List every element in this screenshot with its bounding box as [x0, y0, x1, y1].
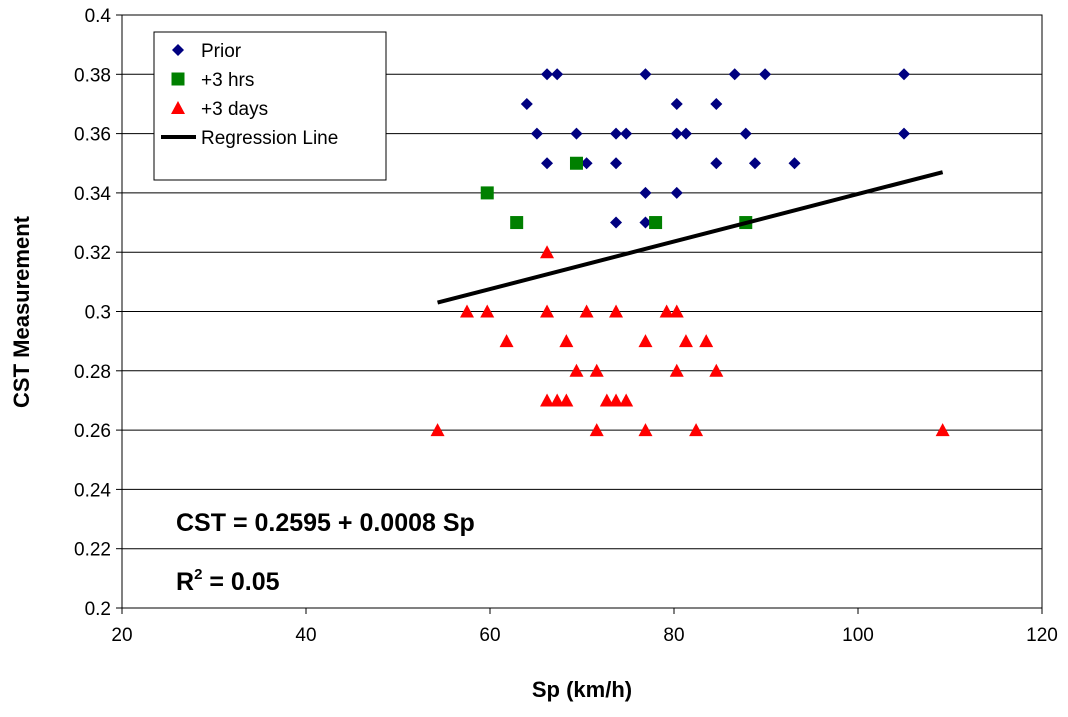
- legend-swatch-triangle: [171, 101, 185, 114]
- data-point-diamond: [898, 68, 910, 81]
- data-point-diamond: [541, 157, 554, 170]
- data-point-diamond: [788, 157, 801, 170]
- data-point-triangle: [659, 304, 674, 318]
- x-tick-label: 80: [663, 625, 684, 646]
- data-point-square: [480, 186, 494, 200]
- x-tick-label: 60: [479, 625, 500, 646]
- data-point-diamond: [670, 97, 683, 110]
- data-point-diamond: [670, 127, 683, 140]
- data-point-triangle: [709, 363, 724, 377]
- y-axis-ticks: 0.2 0.22 0.24 0.26 0.28 0.3 0.32 0.34 0.36 0.38 0.…: [74, 6, 122, 620]
- data-point-diamond: [570, 127, 583, 140]
- data-marks: [430, 68, 950, 437]
- x-tick-label: 40: [295, 625, 316, 646]
- data-point-triangle: [678, 334, 693, 348]
- data-point-diamond: [610, 127, 623, 140]
- data-point-diamond: [710, 97, 723, 110]
- data-point-triangle: [599, 393, 614, 407]
- data-point-diamond: [670, 186, 683, 199]
- x-axis-title: Sp (km/h): [532, 677, 632, 702]
- data-point-triangle: [559, 334, 574, 348]
- x-tick-label: 20: [111, 625, 132, 646]
- y-tick-label: 0.2: [85, 599, 111, 620]
- legend-label: Prior: [201, 41, 242, 62]
- data-point-triangle: [609, 304, 624, 318]
- data-point-diamond: [639, 216, 652, 229]
- data-point-triangle: [589, 363, 604, 377]
- data-point-diamond: [710, 157, 723, 170]
- data-point-diamond: [748, 157, 761, 170]
- data-point-triangle: [619, 393, 634, 407]
- y-tick-label: 0.32: [74, 243, 111, 264]
- data-point-diamond: [639, 68, 652, 81]
- regression-equation: CST = 0.2595 + 0.0008 Sp: [176, 509, 475, 537]
- regression-line: [437, 170, 944, 305]
- data-point-triangle: [430, 423, 445, 437]
- data-point-diamond: [530, 127, 543, 140]
- data-point-diamond: [679, 127, 692, 140]
- y-tick-label: 0.36: [74, 125, 111, 146]
- data-point-triangle: [569, 363, 584, 377]
- data-point-triangle: [559, 393, 574, 407]
- legend-box: [153, 31, 387, 181]
- data-point-triangle: [499, 334, 514, 348]
- data-point-diamond: [610, 157, 623, 170]
- data-point-diamond: [759, 68, 772, 81]
- r-squared-annotation: R2 = 0.05: [176, 566, 280, 596]
- legend-swatch-square: [171, 72, 185, 86]
- data-point-triangle: [480, 304, 495, 318]
- data-point-triangle: [540, 245, 555, 259]
- legend-label: +3 hrs: [201, 70, 254, 91]
- x-tick-label: 120: [1026, 625, 1058, 646]
- y-tick-label: 0.3: [85, 303, 111, 324]
- data-point-triangle: [460, 304, 474, 318]
- legend-swatch-diamond: [172, 44, 184, 56]
- y-axis-title: CST Measurement: [9, 215, 34, 408]
- y-tick-label: 0.26: [74, 421, 111, 442]
- x-axis-ticks: 20 40 60 80 100 120: [111, 608, 1058, 646]
- data-point-diamond: [639, 186, 652, 199]
- data-point-diamond: [551, 68, 564, 81]
- y-tick-label: 0.34: [74, 184, 111, 205]
- data-point-triangle: [540, 304, 555, 318]
- data-point-triangle: [669, 304, 684, 318]
- data-point-triangle: [540, 393, 555, 407]
- data-point-square: [649, 216, 663, 230]
- data-point-triangle: [609, 393, 624, 407]
- data-point-square: [510, 216, 524, 230]
- data-point-diamond: [620, 127, 633, 140]
- data-point-square: [569, 156, 583, 170]
- r2-exponent: 2: [194, 566, 202, 583]
- y-tick-label: 0.28: [74, 362, 111, 383]
- r2-value: = 0.05: [202, 568, 279, 596]
- data-point-triangle: [638, 334, 653, 348]
- data-point-diamond: [610, 216, 623, 229]
- data-point-triangle: [689, 423, 704, 437]
- legend-label: +3 days: [201, 99, 268, 120]
- data-point-triangle: [669, 363, 684, 377]
- data-point-triangle: [638, 423, 653, 437]
- data-point-diamond: [541, 68, 554, 81]
- data-point-diamond: [580, 157, 593, 170]
- data-point-triangle: [699, 334, 714, 348]
- data-point-triangle: [579, 304, 594, 318]
- y-tick-label: 0.4: [85, 6, 112, 27]
- data-point-diamond: [728, 68, 741, 81]
- data-point-diamond: [898, 127, 910, 140]
- x-tick-label: 100: [842, 625, 874, 646]
- y-tick-label: 0.22: [74, 540, 111, 561]
- y-tick-label: 0.38: [74, 65, 111, 86]
- legend-label: Regression Line: [201, 128, 338, 149]
- data-point-diamond: [739, 127, 752, 140]
- data-point-diamond: [520, 97, 533, 110]
- data-point-triangle: [550, 393, 565, 407]
- data-point-triangle: [589, 423, 604, 437]
- y-tick-label: 0.24: [74, 480, 111, 501]
- legend: Prior +3 hrs +3 days Regression Line: [153, 31, 387, 181]
- data-point-triangle: [935, 423, 950, 437]
- r2-label: R: [176, 568, 194, 596]
